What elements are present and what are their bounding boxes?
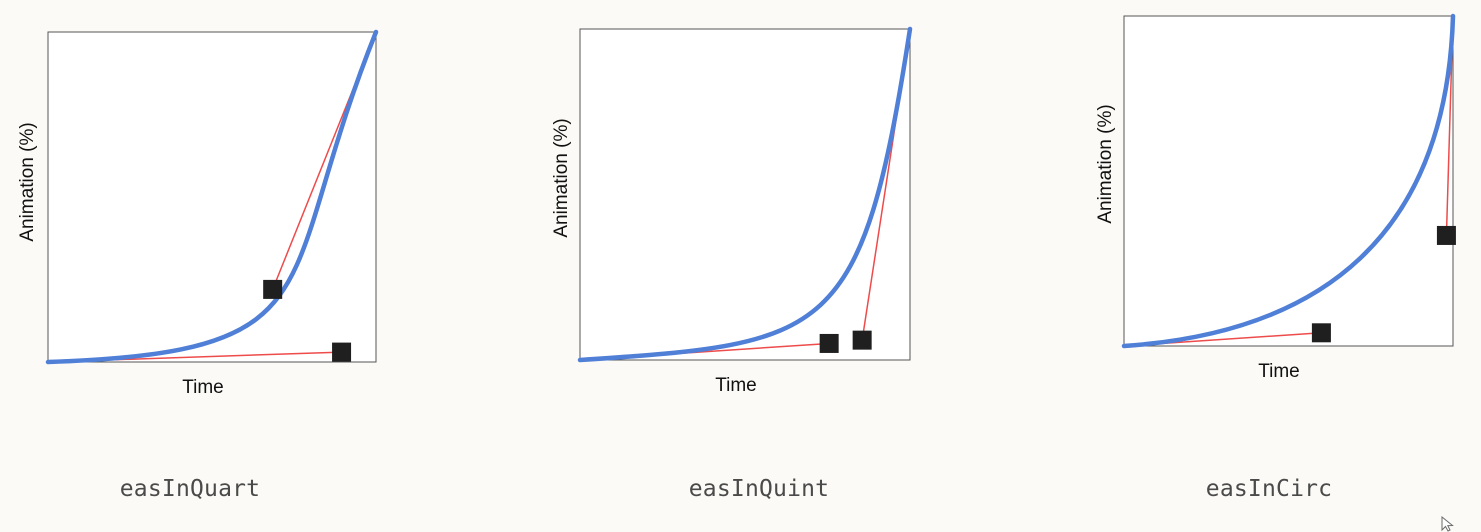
control-point-1 <box>819 333 839 353</box>
plot-group <box>1121 13 1456 349</box>
y-axis-label: Animation (%) <box>551 118 572 237</box>
x-axis-label: Time <box>715 375 757 396</box>
plot-group <box>577 26 913 363</box>
y-axis-label: Animation (%) <box>1095 104 1116 223</box>
x-axis-label: Time <box>182 377 224 398</box>
easing-curve <box>577 26 913 363</box>
control-point-2 <box>263 279 283 299</box>
caption-easinquint: easInQuint <box>688 476 830 502</box>
plot-frame <box>579 28 911 361</box>
chart-easincirc: Time Animation (%) <box>1095 13 1456 382</box>
y-axis-label: Animation (%) <box>17 122 38 241</box>
easing-curve <box>45 29 379 365</box>
x-axis-label: Time <box>1258 361 1300 382</box>
chart-easinquint: Time Animation (%) <box>551 26 913 396</box>
chart-easinquart: Time Animation (%) <box>17 29 379 398</box>
plot-frame <box>1123 15 1454 347</box>
caption-easincirc: easInCirc <box>1205 476 1333 502</box>
control-point-2 <box>1436 225 1456 245</box>
control-point-1 <box>1311 323 1331 343</box>
plot-group <box>45 29 379 365</box>
control-point-2 <box>852 330 872 350</box>
easing-curve <box>1121 13 1456 349</box>
mouse-cursor-icon <box>1441 516 1454 532</box>
caption-easinquart: easInQuart <box>119 476 261 502</box>
control-point-1 <box>332 342 352 362</box>
